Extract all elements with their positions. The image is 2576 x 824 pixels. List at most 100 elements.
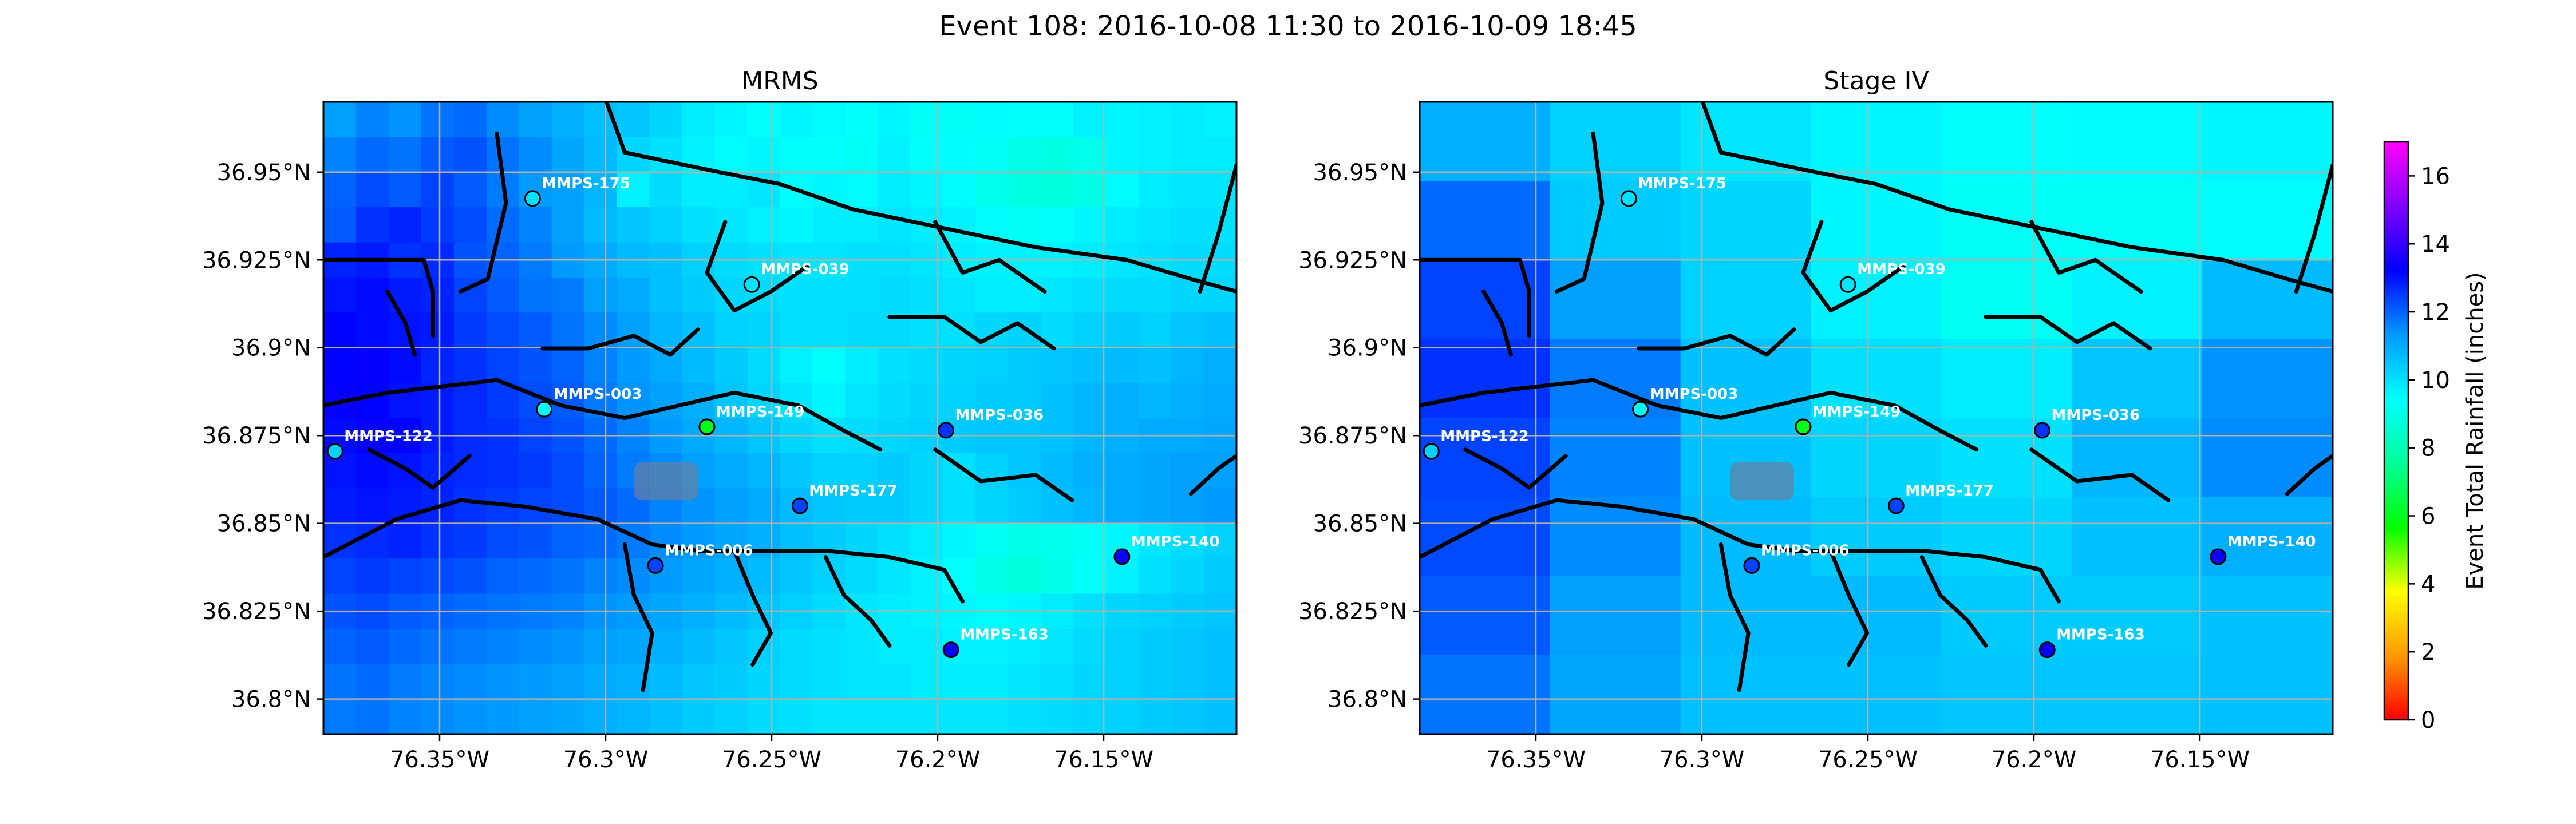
rainfall-cell xyxy=(1106,347,1139,383)
rainfall-cell xyxy=(845,558,879,595)
plot-area: MMPS-175 MMPS-039 MMPS-003 MMPS-149 MMPS-122… xyxy=(323,102,1236,734)
rainfall-cell xyxy=(812,628,846,665)
rainfall-cell xyxy=(519,453,552,489)
rainfall-cell xyxy=(878,137,911,173)
rainfall-cell xyxy=(355,277,389,314)
rainfall-cell xyxy=(421,523,455,559)
rainfall-cell xyxy=(1008,102,1042,138)
rainfall-cell xyxy=(747,137,781,173)
rainfall-cell xyxy=(1073,137,1107,173)
rainfall-cell xyxy=(1008,699,1042,734)
rainfall-cell xyxy=(388,207,422,243)
gauge-marker xyxy=(647,557,664,574)
rainfall-cell xyxy=(1073,102,1107,138)
rainfall-cell xyxy=(812,664,846,700)
y-tick-label: 36.825°N xyxy=(1298,599,1407,625)
y-tick-label: 36.875°N xyxy=(1298,423,1407,449)
rainfall-cell xyxy=(910,523,944,559)
rainfall-cell xyxy=(780,207,813,243)
rainfall-cell xyxy=(747,558,781,595)
rainfall-cell xyxy=(812,453,846,489)
rainfall-cell xyxy=(421,699,455,734)
x-tick-label: 76.25°W xyxy=(1818,747,1918,773)
rainfall-cell xyxy=(878,699,911,734)
rainfall-cell xyxy=(323,558,357,595)
rainfall-cell xyxy=(421,347,455,383)
rainfall-cell xyxy=(812,207,846,243)
rainfall-cell xyxy=(780,453,813,489)
rainfall-cell xyxy=(1811,497,1942,577)
rainfall-cell xyxy=(1420,576,1551,656)
rainfall-cell xyxy=(943,277,977,314)
coastline xyxy=(732,549,773,667)
rainfall-cell xyxy=(1811,655,1942,734)
rainfall-cell xyxy=(1008,488,1042,524)
rainfall-cell xyxy=(1204,523,1236,559)
rainfall-cell xyxy=(388,558,422,595)
rainfall-cell xyxy=(551,523,585,559)
coastline xyxy=(823,555,892,648)
rainfall-cell xyxy=(584,137,618,173)
rainfall-cell xyxy=(649,312,683,348)
rainfall-cell xyxy=(747,523,781,559)
rainfall-cell xyxy=(649,664,683,700)
coastline xyxy=(2285,454,2333,496)
rainfall-cell xyxy=(617,277,650,314)
coastline xyxy=(1919,555,1988,648)
rainfall-cell xyxy=(714,488,748,524)
rainfall-cell xyxy=(910,277,944,314)
rainfall-cell xyxy=(1550,181,1681,261)
rainfall-cell xyxy=(682,102,716,138)
rainfall-cell xyxy=(780,558,813,595)
rainfall-cell xyxy=(714,523,748,559)
rainfall-cell xyxy=(551,453,585,489)
rainfall-cell xyxy=(421,312,455,348)
rainfall-cell xyxy=(421,102,455,138)
rainfall-cell xyxy=(323,312,357,348)
rainfall-cell xyxy=(1041,664,1074,700)
rainfall-cell xyxy=(1106,137,1139,173)
rainfall-cell xyxy=(453,347,487,383)
rainfall-cell xyxy=(388,628,422,665)
rainfall-cell xyxy=(355,558,389,595)
x-tick-label: 76.3°W xyxy=(563,747,649,773)
rainfall-cell xyxy=(323,628,357,665)
figure-title: Event 108: 2016-10-08 11:30 to 2016-10-0… xyxy=(939,10,1637,42)
rainfall-cell xyxy=(812,102,846,138)
y-tick-label: 36.875°N xyxy=(202,423,311,449)
rainfall-cell xyxy=(747,699,781,734)
gauge-marker xyxy=(1887,497,1905,514)
rainfall-cell xyxy=(453,137,487,173)
gauge-marker xyxy=(1743,557,1760,574)
rainfall-cell xyxy=(1171,628,1204,665)
y-tick-label: 36.8°N xyxy=(231,687,311,713)
rainfall-cell xyxy=(975,277,1009,314)
rainfall-cell xyxy=(714,347,748,383)
rainfall-cell xyxy=(1420,655,1551,734)
rainfall-cell xyxy=(584,558,618,595)
coastline xyxy=(933,220,1047,294)
gauge-marker xyxy=(791,497,808,514)
rainfall-cell xyxy=(1106,312,1139,348)
rainfall-cell xyxy=(1171,523,1204,559)
rainfall-cell xyxy=(845,383,879,419)
rainfall-cell xyxy=(649,207,683,243)
gauge-label: MMPS-006 xyxy=(1761,542,1850,559)
rainfall-cell xyxy=(1171,488,1204,524)
rainfall-cell xyxy=(910,347,944,383)
gauge-label: MMPS-177 xyxy=(1905,482,1994,500)
rainfall-cell xyxy=(1139,628,1172,665)
rainfall-cell xyxy=(1941,418,2073,498)
rainfall-cell xyxy=(355,207,389,243)
rainfall-cell xyxy=(845,312,879,348)
plot-area: MMPS-175 MMPS-039 MMPS-003 MMPS-149 MMPS-122… xyxy=(1420,102,2333,734)
rainfall-cell xyxy=(355,699,389,734)
coastline xyxy=(1984,315,2152,351)
rainfall-cell xyxy=(1041,628,1074,665)
rainfall-cell xyxy=(878,102,911,138)
rainfall-cell xyxy=(1171,558,1204,595)
rainfall-cell xyxy=(551,664,585,700)
coastline xyxy=(887,315,1056,351)
rainfall-cell xyxy=(421,207,455,243)
